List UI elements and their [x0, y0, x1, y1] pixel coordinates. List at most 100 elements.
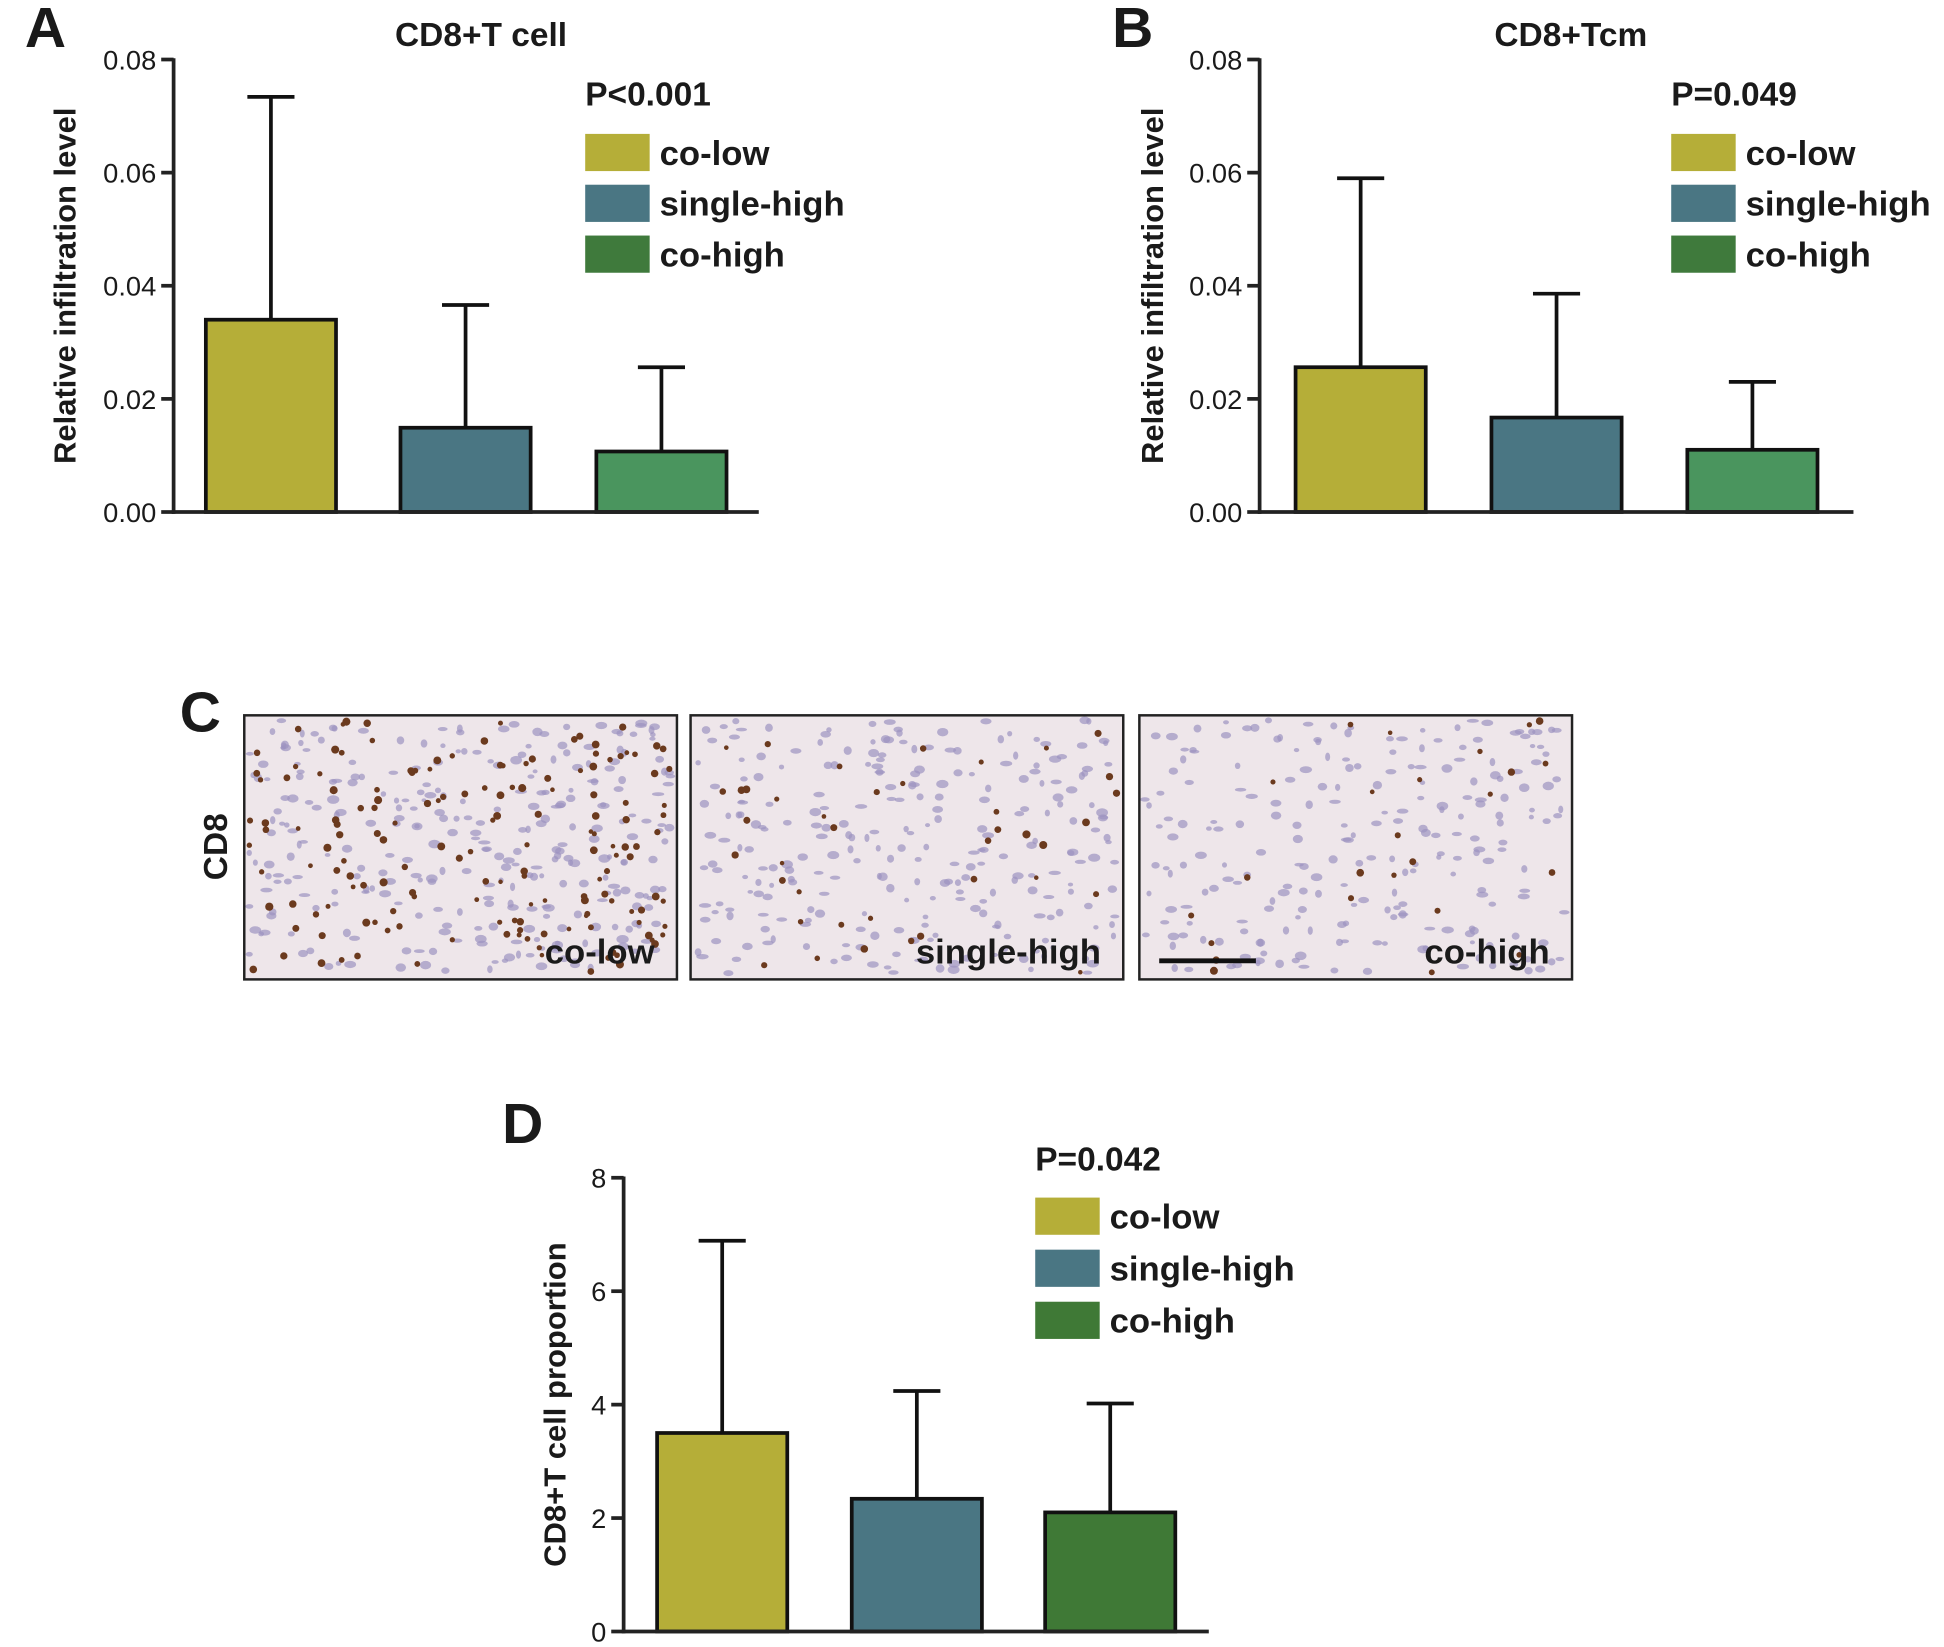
y-tick-label: 0.08	[103, 44, 156, 75]
tissue-nucleus	[292, 874, 303, 880]
tissue-nucleus	[704, 831, 717, 839]
stained-cell	[636, 919, 642, 925]
tissue-nucleus	[1452, 855, 1462, 861]
tissue-nucleus	[980, 718, 992, 725]
tissue-nucleus	[284, 822, 290, 828]
stained-cell	[660, 932, 666, 938]
tissue-nucleus	[893, 927, 905, 934]
stained-cell	[761, 962, 768, 969]
tissue-nucleus	[728, 734, 740, 740]
tissue-nucleus	[409, 806, 418, 811]
stained-cell	[588, 924, 594, 931]
tissue-nucleus	[563, 749, 571, 757]
stained-cell	[1034, 875, 1039, 880]
tissue-nucleus	[1269, 897, 1276, 905]
stained-cell	[836, 763, 843, 770]
stained-cell	[653, 742, 661, 750]
tissue-nucleus	[699, 916, 711, 923]
tissue-nucleus	[563, 723, 571, 731]
stained-cell	[516, 918, 524, 926]
tissue-nucleus	[1391, 888, 1398, 897]
tissue-nucleus	[817, 739, 823, 746]
tissue-nucleus	[1476, 891, 1489, 898]
tissue-nucleus	[979, 898, 988, 904]
tissue-nucleus	[985, 784, 992, 793]
tissue-nucleus	[602, 874, 609, 881]
stained-cell	[617, 752, 624, 760]
bar	[398, 425, 533, 514]
stained-cell	[542, 898, 548, 903]
tissue-nucleus	[1222, 876, 1234, 883]
tissue-nucleus	[1342, 837, 1354, 843]
tissue-nucleus	[287, 828, 298, 834]
tissue-nucleus	[1542, 818, 1551, 825]
stained-cell	[622, 815, 630, 824]
stained-cell	[873, 788, 880, 796]
stained-cell	[1507, 768, 1516, 776]
stained-cell	[1347, 895, 1355, 902]
stained-cell	[253, 769, 261, 777]
tissue-nucleus	[830, 958, 838, 965]
tissue-nucleus	[626, 833, 639, 841]
stained-cell	[1270, 779, 1276, 785]
tissue-nucleus	[1496, 819, 1504, 827]
tissue-nucleus	[493, 806, 502, 813]
tissue-nucleus	[765, 801, 774, 807]
tissue-nucleus	[525, 825, 531, 834]
tissue-nucleus	[417, 877, 423, 883]
tissue-nucleus	[1547, 958, 1556, 966]
legend-swatch	[1671, 133, 1736, 172]
tissue-nucleus	[357, 727, 369, 734]
stained-cell	[764, 740, 771, 748]
stained-cell	[292, 924, 300, 932]
tissue-nucleus	[1013, 751, 1019, 760]
stained-cell	[632, 751, 638, 758]
tissue-nucleus	[441, 967, 450, 974]
tissue-nucleus	[1472, 736, 1483, 743]
tissue-nucleus	[312, 904, 320, 912]
tissue-nucleus	[1178, 932, 1189, 939]
stained-cell	[1347, 721, 1354, 728]
y-tick-label: 6	[591, 1276, 606, 1307]
tissue-nucleus	[1209, 884, 1219, 892]
tissue-nucleus	[365, 819, 377, 827]
tissue-nucleus	[629, 731, 638, 737]
tissue-nucleus	[463, 815, 473, 821]
stained-cell	[390, 908, 397, 915]
stained-cell	[449, 753, 455, 759]
tissue-nucleus	[1264, 905, 1275, 912]
tissue-nucleus	[613, 786, 624, 792]
tissue-nucleus	[1026, 841, 1037, 849]
tissue-nucleus	[954, 879, 962, 887]
tissue-nucleus	[641, 818, 652, 824]
tissue-nucleus	[897, 844, 906, 852]
tissue-nucleus	[776, 917, 788, 922]
tissue-nucleus	[628, 813, 637, 818]
tissue-nucleus	[1041, 937, 1049, 944]
stained-cell	[493, 811, 502, 820]
tissue-nucleus	[1044, 809, 1050, 817]
tissue-nucleus	[1454, 724, 1461, 732]
tissue-nucleus	[885, 783, 897, 791]
stained-cell	[373, 829, 381, 838]
tissue-nucleus	[699, 799, 710, 808]
tissue-nucleus	[394, 901, 403, 906]
tissue-nucleus	[701, 726, 711, 734]
tissue-nucleus	[424, 791, 437, 799]
tissue-nucleus	[1392, 818, 1404, 824]
tissue-nucleus	[539, 873, 545, 879]
tissue-nucleus	[393, 797, 400, 804]
tissue-nucleus	[1453, 757, 1466, 762]
stained-cell	[660, 812, 667, 819]
tissue-nucleus	[1076, 742, 1088, 749]
tissue-nucleus	[517, 751, 527, 758]
y-axis-label: Relative infiltration level	[48, 108, 83, 464]
tissue-nucleus	[925, 823, 931, 828]
tissue-nucleus	[395, 963, 407, 972]
tissue-nucleus	[878, 872, 888, 881]
stained-cell	[384, 927, 391, 934]
stained-cell	[900, 780, 906, 787]
tissue-nucleus	[1393, 905, 1401, 911]
tissue-nucleus	[648, 855, 658, 864]
tissue-nucleus	[482, 895, 495, 901]
